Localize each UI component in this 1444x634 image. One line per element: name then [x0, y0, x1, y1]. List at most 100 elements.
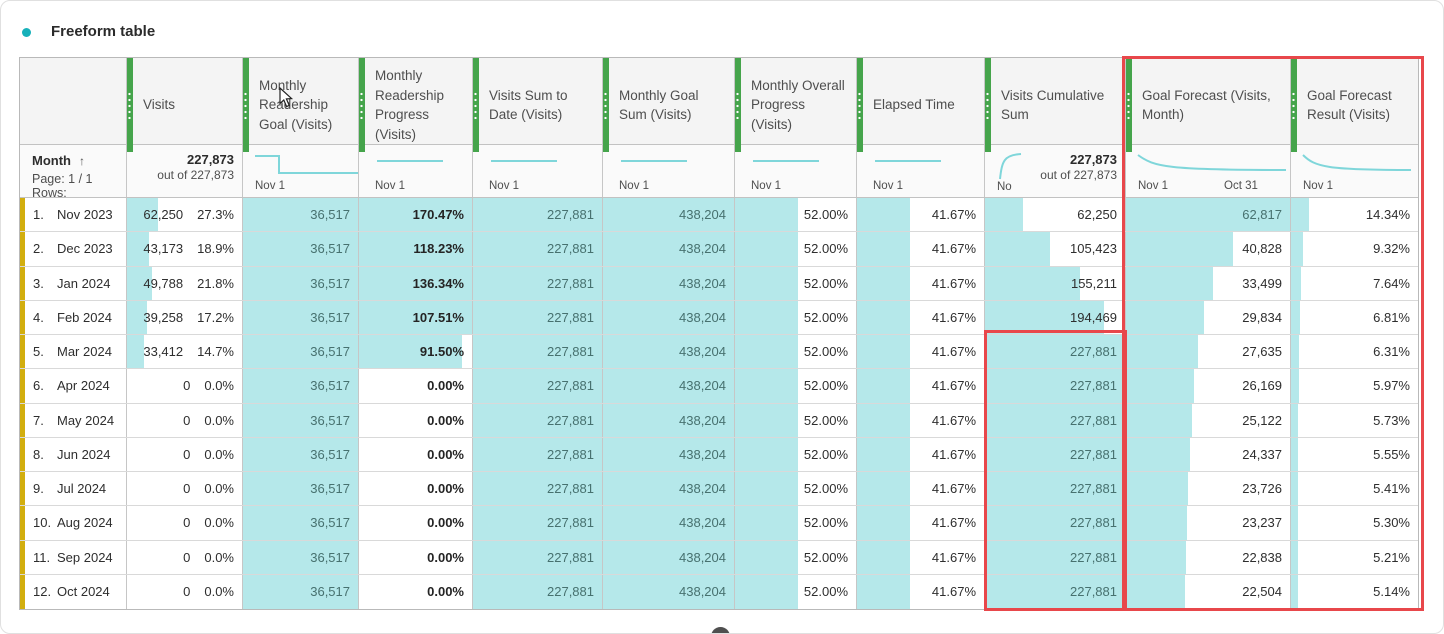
cell-goal-forecast-result[interactable]: 9.32%	[1291, 232, 1418, 266]
cell-monthly-readership-goal[interactable]: 36,517	[243, 198, 359, 232]
column-header-goal-forecast-month[interactable]: Goal Forecast (Visits, Month)	[1126, 58, 1291, 153]
cell-goal-forecast-month[interactable]: 62,817	[1126, 198, 1291, 232]
cell-elapsed-time[interactable]: 41.67%	[857, 574, 985, 609]
cell-visits-sum-to-date[interactable]: 227,881	[473, 403, 603, 437]
cell-elapsed-time[interactable]: 41.67%	[857, 266, 985, 300]
sort-ascending-icon[interactable]: ↑	[78, 154, 85, 168]
row-header-month[interactable]: 8. Jun 2024	[20, 437, 127, 471]
cell-monthly-goal-sum[interactable]: 438,204	[603, 369, 735, 403]
cell-monthly-goal-sum[interactable]: 438,204	[603, 232, 735, 266]
cell-visits[interactable]: 33,412 14.7%	[127, 335, 243, 369]
cell-visits-cumulative-sum[interactable]: 227,881	[985, 472, 1126, 506]
cell-monthly-readership-progress[interactable]: 170.47%	[359, 198, 473, 232]
cell-visits[interactable]: 62,250 27.3%	[127, 198, 243, 232]
column-header-monthly-goal-sum[interactable]: Monthly Goal Sum (Visits)	[603, 58, 735, 153]
cell-visits-sum-to-date[interactable]: 227,881	[473, 335, 603, 369]
cell-visits-sum-to-date[interactable]: 227,881	[473, 232, 603, 266]
cell-elapsed-time[interactable]: 41.67%	[857, 198, 985, 232]
column-grip-icon[interactable]	[473, 58, 479, 153]
column-grip-icon[interactable]	[1291, 58, 1297, 153]
column-header-goal-forecast-result[interactable]: Goal Forecast Result (Visits)	[1291, 58, 1418, 153]
cell-elapsed-time[interactable]: 41.67%	[857, 335, 985, 369]
row-header-month[interactable]: 9. Jul 2024	[20, 472, 127, 506]
cell-monthly-goal-sum[interactable]: 438,204	[603, 540, 735, 574]
cell-monthly-goal-sum[interactable]: 438,204	[603, 403, 735, 437]
cell-monthly-overall-progress[interactable]: 52.00%	[735, 335, 857, 369]
cell-monthly-readership-goal[interactable]: 36,517	[243, 266, 359, 300]
cell-visits-cumulative-sum[interactable]: 227,881	[985, 403, 1126, 437]
row-header-month[interactable]: 2. Dec 2023	[20, 232, 127, 266]
cell-monthly-readership-progress[interactable]: 0.00%	[359, 574, 473, 609]
cell-monthly-overall-progress[interactable]: 52.00%	[735, 437, 857, 471]
cell-monthly-readership-goal[interactable]: 36,517	[243, 403, 359, 437]
cell-visits-cumulative-sum[interactable]: 227,881	[985, 335, 1126, 369]
cell-visits[interactable]: 43,173 18.9%	[127, 232, 243, 266]
cell-goal-forecast-result[interactable]: 5.97%	[1291, 369, 1418, 403]
cell-monthly-readership-goal[interactable]: 36,517	[243, 574, 359, 609]
cell-visits-sum-to-date[interactable]: 227,881	[473, 198, 603, 232]
cell-monthly-overall-progress[interactable]: 52.00%	[735, 300, 857, 334]
cell-monthly-readership-goal[interactable]: 36,517	[243, 335, 359, 369]
cell-monthly-overall-progress[interactable]: 52.00%	[735, 198, 857, 232]
cell-monthly-readership-goal[interactable]: 36,517	[243, 232, 359, 266]
cell-monthly-readership-progress[interactable]: 0.00%	[359, 369, 473, 403]
cell-monthly-overall-progress[interactable]: 52.00%	[735, 369, 857, 403]
cell-monthly-readership-progress[interactable]: 118.23%	[359, 232, 473, 266]
cell-monthly-overall-progress[interactable]: 52.00%	[735, 506, 857, 540]
summary-month[interactable]: Month ↑ Page: 1 / 1 Rows:	[20, 145, 127, 197]
cell-monthly-readership-progress[interactable]: 0.00%	[359, 472, 473, 506]
row-header-month[interactable]: 3. Jan 2024	[20, 266, 127, 300]
cell-goal-forecast-result[interactable]: 5.30%	[1291, 506, 1418, 540]
cell-visits[interactable]: 0 0.0%	[127, 472, 243, 506]
cell-monthly-goal-sum[interactable]: 438,204	[603, 472, 735, 506]
cell-elapsed-time[interactable]: 41.67%	[857, 506, 985, 540]
cell-visits-sum-to-date[interactable]: 227,881	[473, 540, 603, 574]
column-grip-icon[interactable]	[127, 58, 133, 153]
cell-monthly-goal-sum[interactable]: 438,204	[603, 574, 735, 609]
cell-monthly-readership-progress[interactable]: 107.51%	[359, 300, 473, 334]
cell-monthly-overall-progress[interactable]: 52.00%	[735, 403, 857, 437]
column-header-monthly-readership-progress[interactable]: Monthly Readership Progress (Visits)	[359, 58, 473, 153]
cell-monthly-overall-progress[interactable]: 52.00%	[735, 574, 857, 609]
cell-monthly-readership-goal[interactable]: 36,517	[243, 300, 359, 334]
cell-elapsed-time[interactable]: 41.67%	[857, 540, 985, 574]
cell-elapsed-time[interactable]: 41.67%	[857, 437, 985, 471]
column-header-month[interactable]	[20, 58, 127, 153]
cell-monthly-readership-progress[interactable]: 136.34%	[359, 266, 473, 300]
cell-monthly-readership-goal[interactable]: 36,517	[243, 540, 359, 574]
cell-visits-sum-to-date[interactable]: 227,881	[473, 266, 603, 300]
cell-monthly-readership-progress[interactable]: 0.00%	[359, 437, 473, 471]
cell-visits-cumulative-sum[interactable]: 227,881	[985, 506, 1126, 540]
cell-goal-forecast-result[interactable]: 5.21%	[1291, 540, 1418, 574]
cell-goal-forecast-month[interactable]: 40,828	[1126, 232, 1291, 266]
row-header-month[interactable]: 7. May 2024	[20, 403, 127, 437]
cell-monthly-readership-goal[interactable]: 36,517	[243, 506, 359, 540]
cell-visits[interactable]: 0 0.0%	[127, 437, 243, 471]
cell-visits-cumulative-sum[interactable]: 227,881	[985, 574, 1126, 609]
cell-monthly-readership-progress[interactable]: 0.00%	[359, 540, 473, 574]
cell-goal-forecast-month[interactable]: 22,504	[1126, 574, 1291, 609]
cell-visits[interactable]: 0 0.0%	[127, 403, 243, 437]
cell-visits-cumulative-sum[interactable]: 227,881	[985, 369, 1126, 403]
row-header-month[interactable]: 4. Feb 2024	[20, 300, 127, 334]
cell-monthly-goal-sum[interactable]: 438,204	[603, 266, 735, 300]
cell-monthly-goal-sum[interactable]: 438,204	[603, 437, 735, 471]
cell-visits[interactable]: 0 0.0%	[127, 574, 243, 609]
cell-visits-cumulative-sum[interactable]: 105,423	[985, 232, 1126, 266]
cell-visits-cumulative-sum[interactable]: 194,469	[985, 300, 1126, 334]
cell-goal-forecast-month[interactable]: 27,635	[1126, 335, 1291, 369]
row-header-month[interactable]: 11. Sep 2024	[20, 540, 127, 574]
cell-visits[interactable]: 0 0.0%	[127, 369, 243, 403]
cell-monthly-readership-goal[interactable]: 36,517	[243, 437, 359, 471]
cell-monthly-overall-progress[interactable]: 52.00%	[735, 540, 857, 574]
cell-goal-forecast-result[interactable]: 5.41%	[1291, 472, 1418, 506]
cell-monthly-readership-goal[interactable]: 36,517	[243, 472, 359, 506]
cell-monthly-readership-progress[interactable]: 0.00%	[359, 506, 473, 540]
cell-goal-forecast-result[interactable]: 14.34%	[1291, 198, 1418, 232]
cell-visits-sum-to-date[interactable]: 227,881	[473, 506, 603, 540]
cell-goal-forecast-month[interactable]: 23,726	[1126, 472, 1291, 506]
cell-goal-forecast-result[interactable]: 5.73%	[1291, 403, 1418, 437]
column-grip-icon[interactable]	[243, 58, 249, 153]
cell-goal-forecast-result[interactable]: 6.31%	[1291, 335, 1418, 369]
cell-monthly-goal-sum[interactable]: 438,204	[603, 506, 735, 540]
